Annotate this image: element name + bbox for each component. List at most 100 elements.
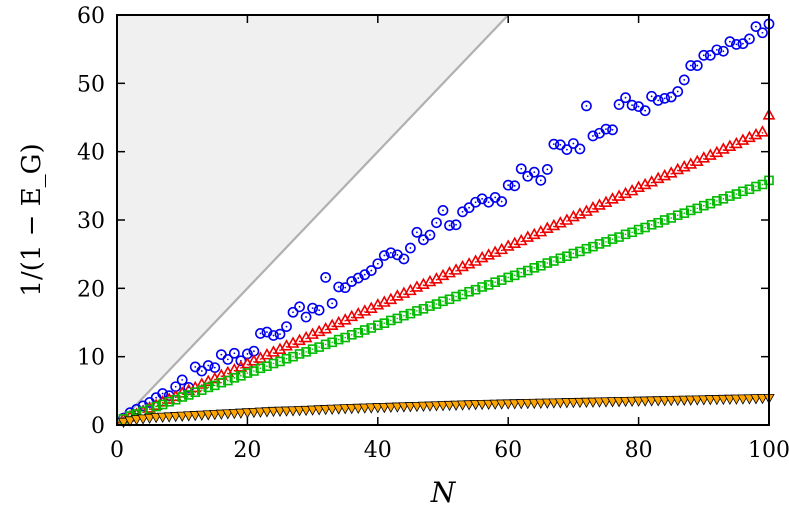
data-point [561, 144, 573, 156]
data-point-dot [670, 217, 672, 219]
data-point-dot [559, 222, 562, 225]
data-point-dot [194, 391, 197, 394]
data-point [725, 191, 735, 201]
data-point [626, 99, 638, 111]
data-point-dot [416, 310, 418, 312]
data-point-dot [716, 152, 718, 155]
data-point-dot [742, 190, 744, 193]
data-point-dot [579, 148, 581, 150]
data-point-dot [709, 155, 712, 157]
data-point [254, 407, 267, 418]
data-point-dot [657, 99, 660, 102]
data-point [176, 411, 188, 422]
data-point-dot [618, 196, 620, 198]
y-tick-label: 10 [77, 346, 105, 371]
data-point [756, 125, 769, 137]
data-point-dot [207, 364, 210, 367]
data-point [365, 265, 377, 276]
data-point [288, 351, 298, 362]
data-point [627, 227, 637, 238]
data-point [750, 21, 762, 33]
data-point-dot [448, 272, 451, 275]
data-point [385, 247, 397, 259]
data-point [672, 86, 684, 97]
data-point-dot [507, 184, 510, 187]
data-point-dot [585, 104, 588, 107]
data-point-dot [650, 181, 653, 184]
data-point-dot [748, 38, 751, 40]
data-point-dot [442, 275, 444, 278]
data-point-dot [161, 401, 164, 404]
data-point-dot [520, 240, 523, 243]
data-point [477, 282, 487, 292]
data-point [372, 258, 384, 270]
data-point-dot [670, 173, 672, 175]
data-point-dot [409, 312, 412, 315]
data-point [399, 310, 409, 321]
data-point [751, 181, 761, 192]
data-point-dot [513, 184, 516, 187]
data-point [704, 49, 716, 61]
data-point-dot [227, 372, 229, 375]
data-point [620, 229, 631, 240]
data-point [137, 414, 149, 425]
data-point [678, 74, 690, 86]
data-point [744, 33, 755, 45]
data-point [562, 251, 572, 262]
y-tick-label: 0 [91, 414, 105, 439]
data-point [307, 344, 318, 354]
data-point [307, 302, 318, 314]
data-point-dot [435, 303, 438, 305]
data-point-dot [526, 175, 529, 178]
data-point-dot [331, 341, 333, 344]
data-point-dot [624, 96, 627, 99]
data-point-dot [755, 134, 757, 137]
data-point-dot [761, 31, 764, 34]
data-point [757, 27, 768, 39]
data-point-dot [592, 135, 594, 137]
data-point-dot [703, 204, 705, 207]
data-point-dot [507, 276, 510, 279]
data-point [464, 286, 474, 297]
data-point-dot [709, 54, 712, 57]
data-point [653, 217, 663, 228]
data-point-dot [298, 340, 301, 343]
data-point-dot [670, 96, 673, 98]
data-point-dot [357, 313, 360, 316]
data-point-dot [481, 257, 483, 260]
data-point [117, 417, 130, 429]
data-point-dot [442, 209, 444, 212]
data-point [659, 92, 671, 104]
data-point-dot [631, 231, 633, 234]
data-point [236, 370, 246, 381]
data-point-dot [272, 362, 275, 365]
data-point [215, 409, 227, 420]
data-point-dot [174, 385, 177, 388]
data-point-dot [285, 345, 288, 348]
data-point-dot [305, 337, 307, 340]
data-point [300, 311, 312, 323]
data-point-dot [266, 354, 268, 357]
data-point [255, 363, 266, 374]
series-square-dot [118, 175, 774, 424]
data-point-dot [311, 307, 314, 310]
data-point-dot [689, 209, 692, 212]
data-point-dot [344, 286, 347, 289]
data-point-dot [461, 293, 464, 296]
data-point-dot [253, 360, 255, 363]
data-point-dot [455, 295, 457, 298]
data-point [659, 215, 670, 225]
data-point-dot [729, 146, 731, 148]
data-point-dot [318, 346, 320, 348]
data-point-dot [396, 317, 399, 320]
data-point [463, 202, 475, 214]
plot-area [116, 14, 509, 426]
data-point-dot [292, 311, 294, 314]
data-point-dot [390, 299, 392, 302]
data-point-dot [396, 296, 399, 298]
data-point [196, 385, 207, 395]
data-point-dot [696, 161, 699, 164]
data-point-dot [429, 281, 431, 284]
data-point [411, 226, 423, 238]
data-point-dot [572, 252, 575, 255]
